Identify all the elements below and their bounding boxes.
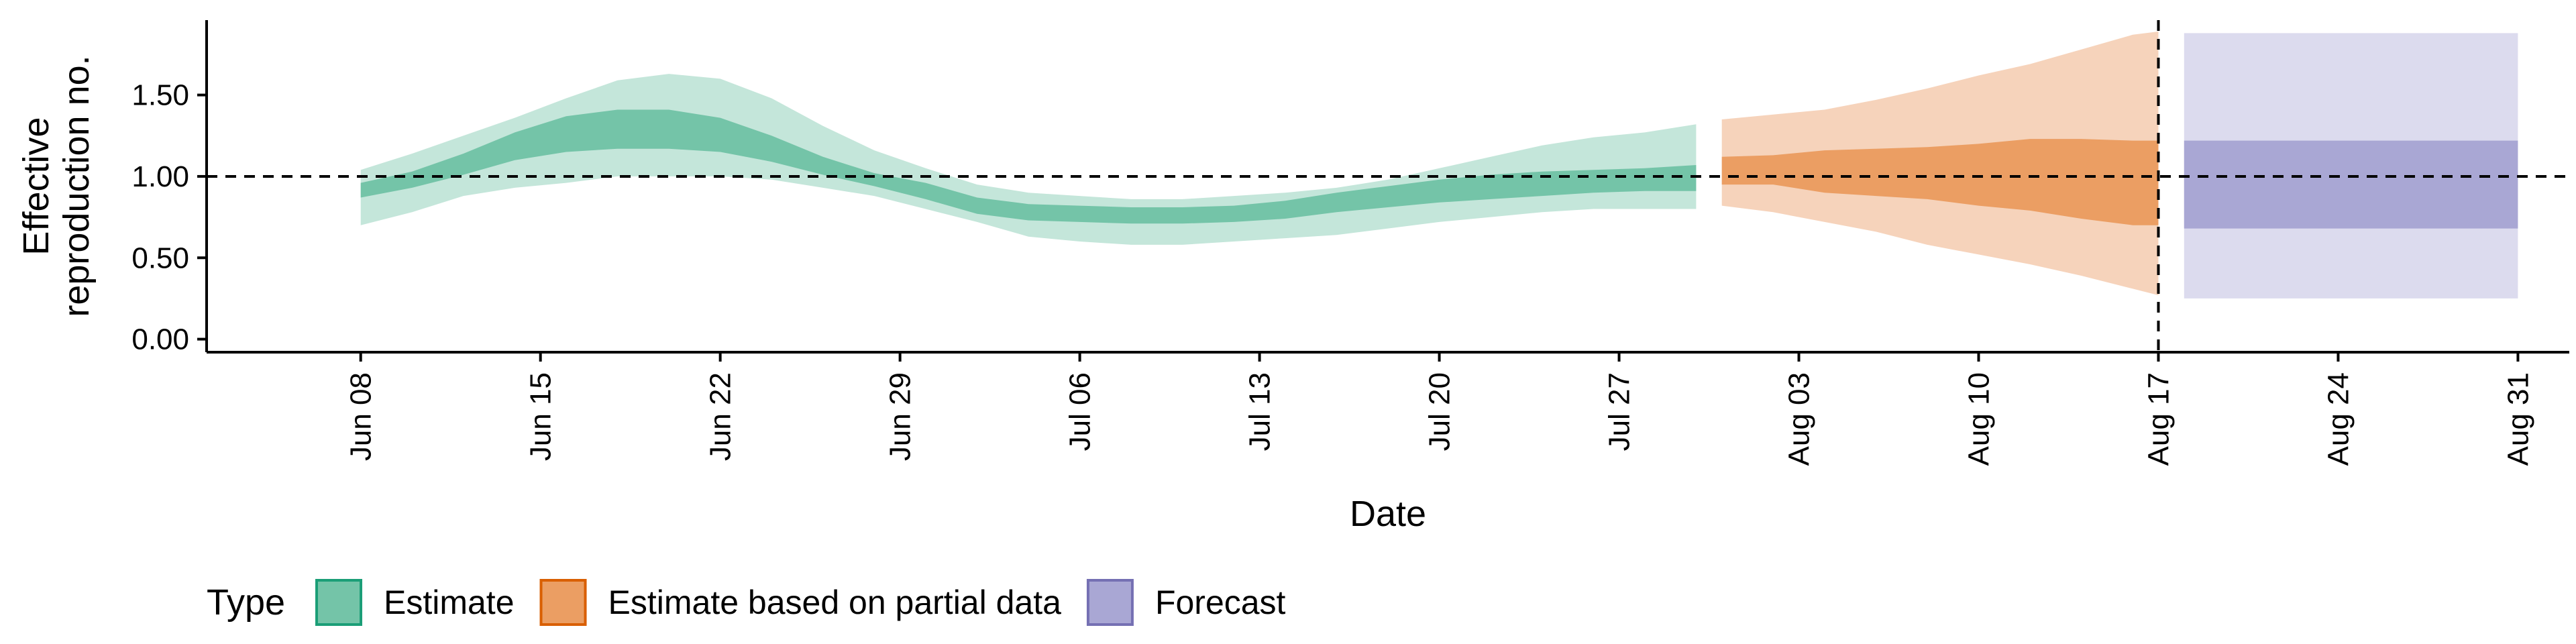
legend-swatch-forecast: [1086, 579, 1134, 626]
x-tick-label: Jul 20: [1424, 372, 1456, 451]
x-tick-label: Jun 29: [884, 372, 917, 461]
x-tick-label: Jul 13: [1244, 372, 1277, 451]
x-tick-label: Jul 27: [1603, 372, 1636, 451]
x-tick-label: Jun 08: [345, 372, 378, 461]
x-tick-label: Aug 24: [2322, 372, 2355, 466]
x-tick-label: Aug 17: [2142, 372, 2175, 466]
legend-swatch-estimate: [315, 579, 362, 626]
x-axis-title: Date: [1350, 494, 1426, 534]
legend-label-forecast: Forecast: [1155, 584, 1286, 621]
x-tick-label: Jun 22: [704, 372, 737, 461]
legend: Type Estimate Estimate based on partial da…: [207, 579, 1286, 626]
y-axis-title: Effective reproduction no.: [16, 55, 97, 317]
estimate-based-on-partial-data-inner-band: [1721, 139, 2159, 225]
forecast-inner-band: [2184, 140, 2518, 229]
x-tick-label: Jun 15: [525, 372, 557, 461]
y-axis-title-line: Effective: [16, 117, 56, 255]
y-tick-label: 0.50: [131, 241, 189, 274]
axes-layer: 0.00 0.50 1.00 1.50 Jun 08 Jun 15 Jun 22 Jun 29…: [131, 20, 2569, 466]
estimate-inner-band: [360, 109, 1697, 224]
legend-label-estimate: Estimate: [384, 584, 515, 621]
x-tick-label: Aug 10: [1963, 372, 1996, 466]
bands-layer: [360, 32, 2518, 299]
x-tick-label: Aug 03: [1783, 372, 1816, 466]
y-tick-label: 0.00: [131, 323, 189, 356]
legend-label-estimate-based-on-partial-data: Estimate based on partial data: [608, 584, 1062, 621]
y-axis-title-line: reproduction no.: [56, 55, 97, 317]
legend-title: Type: [207, 582, 285, 623]
legend-swatch-estimate-based-on-partial-data: [539, 579, 587, 626]
y-tick-label: 1.00: [131, 160, 189, 193]
y-tick-label: 1.50: [131, 79, 189, 112]
x-tick-label: Aug 31: [2502, 372, 2534, 466]
x-tick-label: Jul 06: [1064, 372, 1097, 451]
